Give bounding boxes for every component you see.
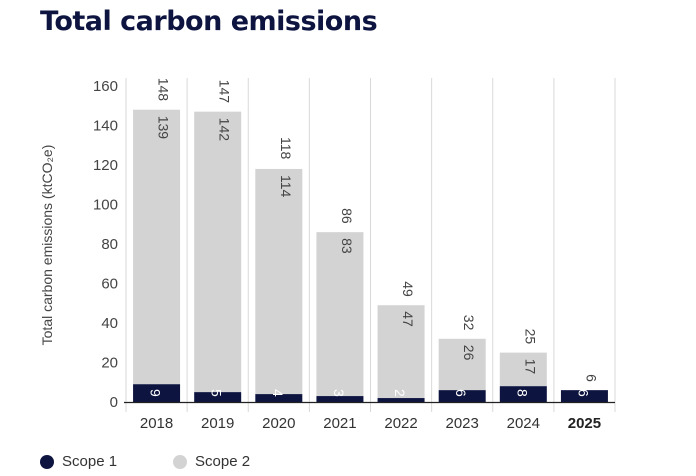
legend-label-scope2: Scope 2 [195,453,251,470]
bar-scope2 [133,109,181,385]
data-label-total: 32 [461,315,477,331]
y-tick-label: 0 [110,394,118,411]
y-axis-label: Total carbon emissions (ktCO₂e) [39,145,55,346]
x-tick-label: 2025 [568,415,601,432]
data-label-total: 86 [339,208,355,224]
data-label-total: 49 [400,281,416,297]
bars [133,109,608,402]
x-tick-label: 2023 [446,415,479,432]
x-tick-label: 2019 [201,415,234,432]
bar-scope1 [438,390,486,402]
y-tick-label: 60 [101,276,118,293]
bar-scope2 [194,111,242,393]
data-labels: 1481399147142511811448683349472322662517… [148,78,600,397]
x-tick-label: 2024 [507,415,540,432]
bar-scope1 [255,394,303,402]
y-tick-label: 100 [93,197,118,214]
x-tick-label: 2018 [140,415,173,432]
y-tick-label: 160 [93,78,118,95]
data-label-scope1: 3 [331,389,347,397]
y-tick-label: 80 [101,236,118,253]
scope2-swatch [173,454,187,469]
data-label-scope1: 5 [209,389,225,397]
bar-scope1 [194,392,242,402]
bar-scope2 [255,168,303,395]
bar-scope1 [133,384,181,402]
bar-scope1 [499,386,547,402]
data-label-scope1: 6 [575,389,591,397]
data-label-scope1: 6 [453,389,469,397]
bar-scope1 [316,396,364,402]
y-axis: 0 20 40 60 80 100 120 140 160 [93,78,118,411]
y-tick-label: 20 [101,355,118,372]
data-label-scope1: 9 [148,389,164,397]
x-tick-label: 2021 [323,415,356,432]
grid-lines [125,78,616,412]
data-label-total: 25 [522,329,538,345]
legend-label-scope1: Scope 1 [62,453,118,470]
x-tick-label: 2022 [384,415,417,432]
data-label-scope2: 17 [522,359,538,375]
scope1-swatch [40,454,54,469]
y-tick-label: 40 [101,315,118,332]
bar-scope2 [499,352,547,387]
bar-scope2 [377,305,425,399]
data-label-scope1: 8 [514,389,530,397]
bar-scope2 [438,338,486,391]
data-label-scope2: 26 [461,345,477,361]
data-label-scope2: 47 [400,311,416,327]
data-label-scope2: 139 [156,116,172,140]
data-label-scope2: 114 [278,175,294,198]
data-label-scope2: 83 [339,238,355,254]
data-label-total: 118 [278,137,294,160]
bar-scope1 [377,398,425,402]
bar-scope1 [560,390,608,402]
legend-item-scope2: Scope 2 [173,453,250,470]
chart-title: Total carbon emissions [40,6,378,37]
legend-item-scope1: Scope 1 [40,453,117,470]
x-axis: 2018 2019 2020 2021 2022 2023 2024 2025 [124,401,615,432]
data-label-scope1: 4 [270,389,286,397]
y-tick-label: 140 [93,118,118,135]
data-label-total: 147 [217,80,233,104]
bar-scope2 [316,232,364,397]
data-label-scope2: 142 [217,118,233,142]
data-label-scope1: 2 [392,389,408,397]
y-tick-label: 120 [93,157,118,174]
data-label-total: 148 [156,78,172,102]
data-label-total: 6 [583,374,599,382]
x-tick-label: 2020 [262,415,295,432]
